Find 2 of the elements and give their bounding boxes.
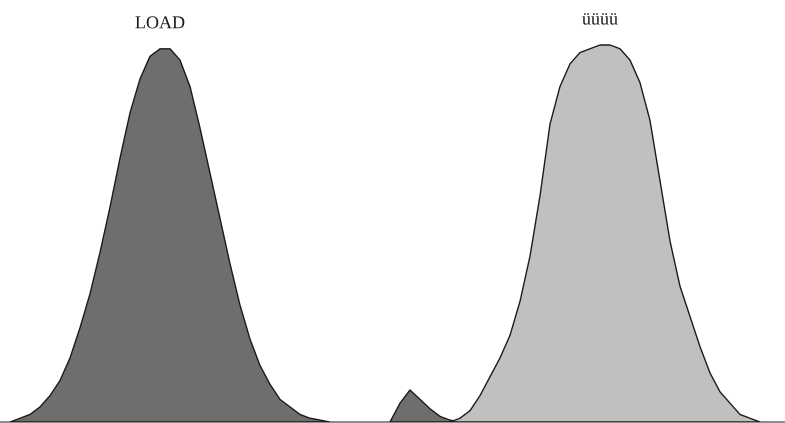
series-label: LOAD (135, 16, 184, 28)
series-label: üüüü (582, 13, 618, 25)
